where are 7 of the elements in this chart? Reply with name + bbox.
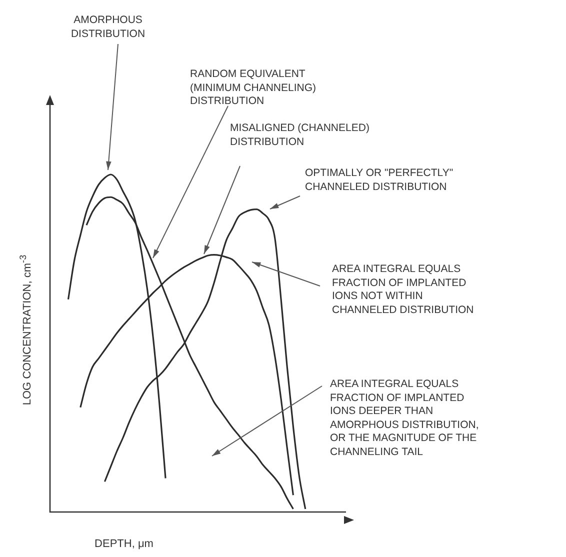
- annotation: AREA INTEGRAL EQUALS FRACTION OF IMPLANTED IONS DEEPER THAN AMORPHOUS DISTRIBUTION, OR THE MAGNITUDE OF THE CHANNELING TAIL: [330, 378, 479, 459]
- annotation: AREA INTEGRAL EQUALS FRACTION OF IMPLANTED IONS NOT WITHIN CHANNELED DISTRIBUTION: [332, 263, 474, 317]
- x-axis-title: DEPTH, μm: [94, 538, 154, 552]
- text: MISALIGNED (CHANNELED) DISTRIBUTION: [230, 122, 370, 149]
- text: RANDOM EQUIVALENT (MINIMUM CHANNELING) DISTRIBUTION: [190, 68, 316, 108]
- text: AMORPHOUS DISTRIBUTION: [70, 14, 146, 41]
- annotation: OPTIMALLY OR "PERFECTLY" CHANNELED DISTRIBUTION: [305, 167, 454, 194]
